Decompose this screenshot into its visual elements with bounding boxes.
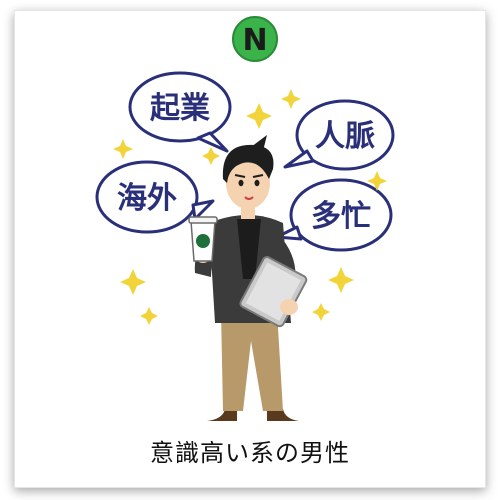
logo-badge: N	[232, 16, 278, 62]
caption: 意識高い系の男性	[150, 439, 350, 467]
sparkle-icon	[281, 89, 301, 109]
sparkle-icon	[328, 267, 354, 293]
sparkle-icon	[246, 103, 272, 129]
bubble-left: 海外	[95, 160, 215, 234]
sparkles	[113, 89, 387, 325]
bubble-text-right: 多忙	[311, 199, 371, 234]
image-card: N 起業 人脈 海外 多忙	[14, 10, 486, 488]
bubble-top-left: 起業	[128, 71, 232, 153]
sparkle-icon	[312, 303, 330, 321]
bubble-right: 多忙	[275, 178, 393, 252]
man-figure	[188, 135, 308, 421]
logo-letter: N	[242, 23, 267, 58]
sparkle-icon	[367, 171, 387, 191]
bubble-text-top-right: 人脈	[315, 119, 375, 154]
sparkle-icon	[113, 139, 133, 159]
bubble-text-left: 海外	[117, 181, 177, 216]
sparkle-icon	[120, 269, 146, 295]
illustration: N 起業 人脈 海外 多忙	[95, 16, 395, 421]
sparkle-icon	[140, 307, 158, 325]
sparkle-icon	[202, 147, 220, 165]
bubble-top-right: 人脈	[283, 99, 395, 171]
bubble-text-top-left: 起業	[150, 91, 210, 126]
